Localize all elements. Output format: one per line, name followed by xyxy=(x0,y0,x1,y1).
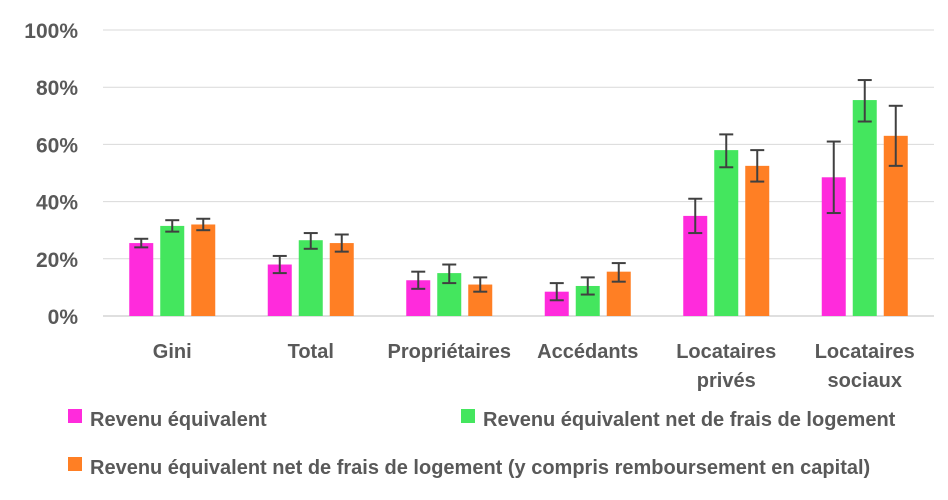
error-bars xyxy=(134,79,903,302)
gridlines xyxy=(103,29,934,317)
bar xyxy=(160,225,185,316)
legend-swatch xyxy=(68,457,82,471)
x-category-label: Locataires xyxy=(815,341,915,363)
x-category-label: privés xyxy=(697,370,756,392)
legend-swatch xyxy=(461,409,475,423)
y-tick-label: 0% xyxy=(48,306,79,329)
bar xyxy=(329,243,354,316)
legend-label: Revenu équivalent net de frais de logeme… xyxy=(90,457,870,479)
bars xyxy=(129,100,908,316)
bar xyxy=(745,165,770,316)
x-category-label: Accédants xyxy=(537,341,638,363)
bar xyxy=(714,150,739,316)
x-category-label: Gini xyxy=(153,341,192,363)
x-category-label: Total xyxy=(288,341,334,363)
x-category-label: Locataires xyxy=(676,341,776,363)
y-axis-tick-labels: 0% 20% 40% 60% 80% 100% xyxy=(24,20,78,329)
legend-label: Revenu équivalent net de frais de logeme… xyxy=(483,409,896,431)
legend-label: Revenu équivalent xyxy=(90,409,267,431)
legend: Revenu équivalent Revenu équivalent net d… xyxy=(68,409,896,479)
bar xyxy=(129,243,154,316)
y-tick-label: 80% xyxy=(36,77,78,100)
y-tick-label: 20% xyxy=(36,249,78,272)
bar xyxy=(852,100,877,316)
y-tick-label: 60% xyxy=(36,134,78,157)
bar xyxy=(191,224,216,316)
legend-swatch xyxy=(68,409,82,423)
bar xyxy=(298,240,323,316)
x-axis-category-labels: Gini Total Propriétaires Accédants Locataire… xyxy=(153,341,915,392)
y-tick-label: 100% xyxy=(24,20,78,43)
y-tick-label: 40% xyxy=(36,192,78,215)
x-category-label: sociaux xyxy=(828,370,902,392)
x-category-label: Propriétaires xyxy=(388,341,511,363)
